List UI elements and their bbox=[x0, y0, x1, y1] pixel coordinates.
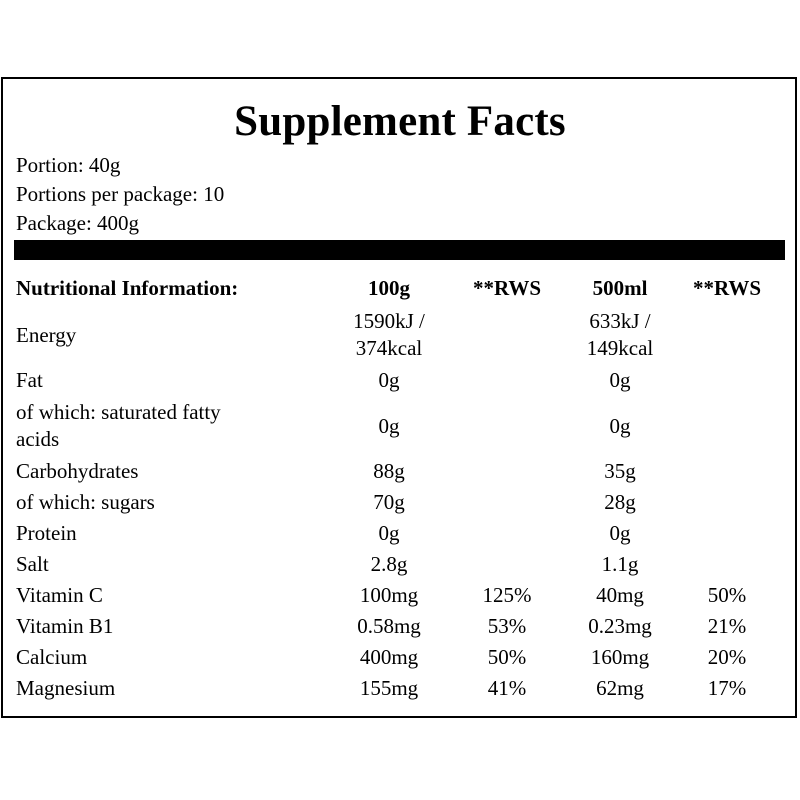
table-row: Magnesium 155mg 41% 62mg 17% bbox=[16, 673, 784, 704]
rws-per-500ml bbox=[670, 456, 784, 487]
value-per-500ml: 160mg bbox=[590, 645, 650, 669]
header-per-500ml: 500ml bbox=[592, 275, 648, 300]
header-per-100g: 100g bbox=[368, 275, 410, 300]
rws-per-100g: 50% bbox=[487, 645, 527, 669]
nutrient-name: of which: saturated fatty acids bbox=[16, 400, 221, 451]
rws-per-100g: 41% bbox=[487, 676, 527, 700]
rws-per-100g bbox=[444, 518, 570, 549]
rws-per-500ml: 20% bbox=[707, 645, 747, 669]
nutrition-table: Nutritional Information: 100g **RWS 500m… bbox=[16, 271, 784, 704]
nutrient-name: Energy bbox=[16, 322, 77, 347]
value-per-500ml: 35g bbox=[604, 459, 636, 483]
package-text: Package: 400g bbox=[16, 211, 140, 235]
rws-per-500ml: 17% bbox=[707, 676, 747, 700]
divider-bar bbox=[14, 240, 785, 260]
value-per-100g: 0.58mg bbox=[357, 614, 421, 638]
value-per-500ml: 62mg bbox=[596, 676, 644, 700]
serving-info: Portion: 40g Portions per package: 10 Pa… bbox=[16, 151, 224, 238]
nutrient-name: Vitamin C bbox=[16, 583, 103, 607]
table-row: Vitamin B1 0.58mg 53% 0.23mg 21% bbox=[16, 611, 784, 642]
table-row: of which: sugars 70g 28g bbox=[16, 487, 784, 518]
nutrient-name: Calcium bbox=[16, 645, 88, 669]
value-per-500ml: 40mg bbox=[596, 583, 644, 607]
rws-per-500ml bbox=[670, 549, 784, 580]
value-per-100g: 155mg bbox=[359, 676, 419, 700]
value-per-100g: 2.8g bbox=[370, 552, 408, 576]
table-body: Energy 1590kJ / 374kcal 633kJ / 149kcal Fat… bbox=[16, 305, 784, 704]
value-per-500ml: 0g bbox=[609, 521, 631, 545]
rws-per-500ml bbox=[670, 365, 784, 396]
value-per-100g: 0g bbox=[378, 413, 400, 438]
nutrient-name: Vitamin B1 bbox=[16, 614, 114, 638]
nutrient-name: Fat bbox=[16, 368, 43, 392]
nutrient-name: of which: sugars bbox=[16, 490, 155, 514]
value-per-500ml: 633kJ / 149kcal bbox=[586, 309, 654, 360]
nutrient-name: Protein bbox=[16, 521, 77, 545]
rws-per-100g: 53% bbox=[487, 614, 527, 638]
value-per-500ml: 28g bbox=[604, 490, 636, 514]
rws-per-100g bbox=[444, 487, 570, 518]
value-per-500ml: 0.23mg bbox=[588, 614, 652, 638]
value-per-500ml: 0g bbox=[609, 368, 631, 392]
value-per-500ml: 0g bbox=[609, 413, 631, 438]
value-per-100g: 0g bbox=[378, 521, 400, 545]
rws-per-500ml bbox=[670, 518, 784, 549]
rws-per-100g bbox=[444, 396, 570, 456]
nutrient-name: Carbohydrates bbox=[16, 459, 139, 483]
rws-per-100g bbox=[444, 365, 570, 396]
rws-per-100g bbox=[444, 549, 570, 580]
value-per-100g: 400mg bbox=[359, 645, 419, 669]
value-per-500ml: 1.1g bbox=[601, 552, 639, 576]
value-per-100g: 100mg bbox=[359, 583, 419, 607]
value-per-100g: 70g bbox=[373, 490, 405, 514]
portions-per-package-text: Portions per package: 10 bbox=[16, 182, 225, 206]
rws-per-500ml: 50% bbox=[707, 583, 747, 607]
rws-per-100g bbox=[444, 456, 570, 487]
table-header-row: Nutritional Information: 100g **RWS 500m… bbox=[16, 271, 784, 305]
rws-per-500ml bbox=[670, 305, 784, 365]
nutrient-name: Magnesium bbox=[16, 676, 116, 700]
table-row: Vitamin C 100mg 125% 40mg 50% bbox=[16, 580, 784, 611]
supplement-facts-panel bbox=[1, 77, 797, 718]
table-row: Calcium 400mg 50% 160mg 20% bbox=[16, 642, 784, 673]
value-per-100g: 1590kJ / 374kcal bbox=[353, 309, 425, 360]
value-per-100g: 0g bbox=[378, 368, 400, 392]
rws-per-100g bbox=[444, 305, 570, 365]
header-rws-100g: **RWS bbox=[472, 275, 542, 300]
table-row: Salt 2.8g 1.1g bbox=[16, 549, 784, 580]
table-row: Protein 0g 0g bbox=[16, 518, 784, 549]
portion-text: Portion: 40g bbox=[16, 153, 121, 177]
table-row: Energy 1590kJ / 374kcal 633kJ / 149kcal bbox=[16, 305, 784, 365]
header-rws-500ml: **RWS bbox=[692, 275, 762, 300]
page-title: Supplement Facts bbox=[234, 98, 566, 145]
rws-per-500ml bbox=[670, 487, 784, 518]
table-row: of which: saturated fatty acids 0g 0g bbox=[16, 396, 784, 456]
rws-per-100g: 125% bbox=[482, 583, 532, 607]
nutrient-name: Salt bbox=[16, 552, 49, 576]
value-per-100g: 88g bbox=[373, 459, 405, 483]
table-row: Fat 0g 0g bbox=[16, 365, 784, 396]
header-nutritional-information: Nutritional Information: bbox=[16, 275, 239, 300]
rws-per-500ml: 21% bbox=[707, 614, 747, 638]
table-row: Carbohydrates 88g 35g bbox=[16, 456, 784, 487]
rws-per-500ml bbox=[670, 396, 784, 456]
